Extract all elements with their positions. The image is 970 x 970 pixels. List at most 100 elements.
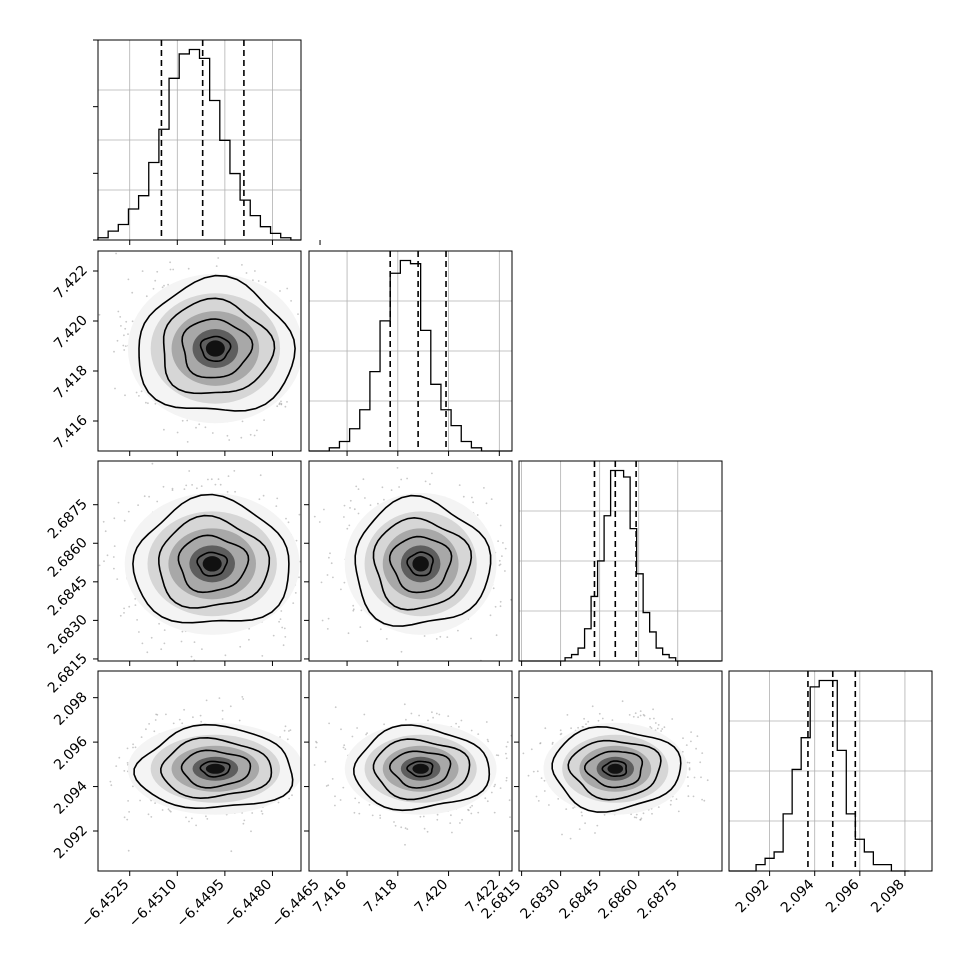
hist-panel-p0 bbox=[93, 39, 321, 245]
sample-point bbox=[127, 800, 129, 802]
contour-line bbox=[177, 534, 250, 594]
sample-point bbox=[206, 241, 208, 243]
panel-frame bbox=[308, 250, 513, 452]
sample-point bbox=[520, 562, 522, 564]
sample-point bbox=[154, 402, 157, 405]
contour-line bbox=[132, 493, 290, 624]
sample-point bbox=[353, 508, 356, 511]
sample-point bbox=[240, 436, 243, 439]
sample-point bbox=[163, 284, 165, 287]
contour-line bbox=[372, 738, 471, 801]
sample-point bbox=[353, 377, 355, 379]
sample-point bbox=[517, 698, 519, 700]
sample-point bbox=[168, 809, 171, 812]
sample-point bbox=[483, 487, 485, 489]
sample-point bbox=[278, 620, 280, 623]
contour-line bbox=[181, 318, 254, 379]
sample-point bbox=[127, 510, 130, 513]
sample-point bbox=[195, 470, 197, 472]
sample-point bbox=[467, 809, 470, 812]
sample-point bbox=[155, 713, 158, 716]
sample-point bbox=[581, 814, 583, 817]
sample-point bbox=[642, 812, 645, 815]
sample-point bbox=[476, 514, 479, 516]
sample-point bbox=[242, 822, 245, 825]
sample-point bbox=[597, 719, 600, 722]
sample-point bbox=[692, 795, 695, 798]
sample-point bbox=[675, 798, 678, 800]
sample-point bbox=[686, 761, 689, 764]
sample-point bbox=[396, 467, 399, 469]
sample-point bbox=[260, 810, 263, 813]
sample-point bbox=[544, 727, 547, 730]
sample-point bbox=[327, 762, 329, 764]
sample-point bbox=[577, 726, 579, 729]
sample-point bbox=[690, 731, 692, 733]
sample-point bbox=[163, 642, 166, 645]
sample-point bbox=[687, 795, 690, 798]
sample-point bbox=[148, 495, 151, 498]
sample-point bbox=[404, 843, 406, 846]
sample-point bbox=[131, 320, 134, 323]
sample-point bbox=[123, 349, 126, 351]
sample-point bbox=[432, 716, 434, 719]
sample-point bbox=[486, 800, 489, 803]
sample-point bbox=[343, 744, 346, 747]
sample-point bbox=[498, 559, 501, 562]
sample-point bbox=[570, 727, 572, 730]
sample-point bbox=[117, 501, 120, 504]
panel-frame bbox=[518, 460, 723, 662]
sample-point bbox=[313, 333, 315, 335]
sample-point bbox=[502, 542, 504, 544]
sample-point bbox=[447, 715, 450, 717]
sample-point bbox=[139, 799, 142, 802]
sample-point bbox=[116, 339, 119, 342]
sample-point bbox=[332, 576, 334, 579]
sample-point bbox=[559, 729, 562, 732]
sample-point bbox=[584, 822, 586, 825]
sample-point bbox=[291, 638, 293, 640]
sample-point bbox=[633, 816, 636, 819]
sample-point bbox=[314, 551, 316, 553]
sample-point bbox=[280, 400, 282, 403]
sample-point bbox=[206, 818, 209, 820]
sample-point bbox=[284, 725, 287, 728]
sample-point bbox=[363, 713, 366, 716]
sample-point bbox=[233, 470, 236, 472]
sample-point bbox=[234, 490, 237, 493]
sample-point bbox=[506, 741, 509, 743]
sample-point bbox=[288, 797, 290, 800]
sample-point bbox=[536, 770, 539, 773]
sample-point bbox=[352, 609, 355, 612]
sample-point bbox=[282, 644, 285, 647]
sample-point bbox=[686, 776, 689, 778]
sample-point bbox=[147, 813, 150, 816]
sample-point bbox=[423, 635, 426, 637]
density-level bbox=[205, 340, 225, 357]
sample-point bbox=[287, 521, 290, 524]
sample-point bbox=[541, 728, 543, 730]
sample-point bbox=[295, 539, 298, 542]
sample-point bbox=[284, 636, 287, 638]
sample-point bbox=[315, 577, 317, 579]
sample-point bbox=[138, 631, 140, 633]
sample-point bbox=[530, 748, 533, 751]
sample-point bbox=[472, 501, 474, 504]
sample-point bbox=[470, 729, 473, 732]
sample-point bbox=[635, 813, 638, 816]
sample-point bbox=[230, 850, 233, 853]
sample-point bbox=[539, 742, 542, 744]
sample-point bbox=[328, 722, 330, 725]
sample-point bbox=[251, 812, 254, 814]
contour-line bbox=[551, 725, 682, 813]
sample-point bbox=[238, 719, 241, 722]
sample-point bbox=[188, 820, 190, 823]
sample-point bbox=[263, 419, 265, 421]
sample-point bbox=[338, 758, 340, 760]
sample-point bbox=[493, 785, 496, 788]
sample-point bbox=[114, 387, 116, 390]
x-tick-label: 2.6830 bbox=[518, 877, 564, 923]
sample-point bbox=[581, 725, 584, 728]
sample-point bbox=[221, 718, 224, 720]
